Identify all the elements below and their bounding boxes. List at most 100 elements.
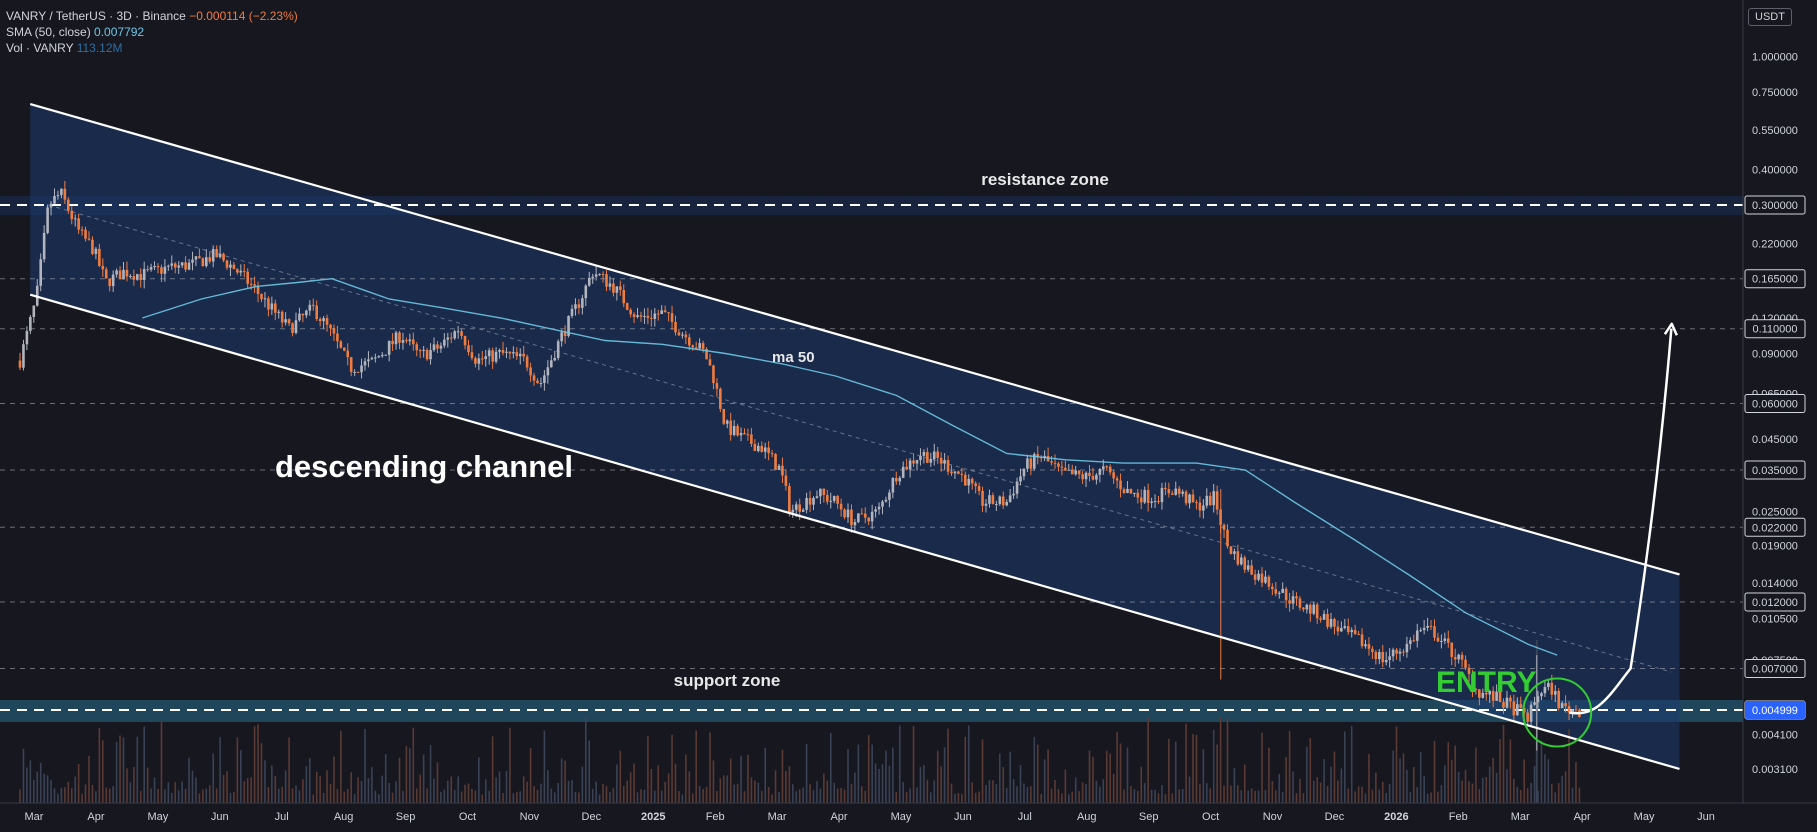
- candle: [705, 347, 708, 360]
- candle: [474, 356, 477, 368]
- level-price-badge: [1744, 195, 1806, 215]
- volume-bar: [126, 768, 128, 803]
- candle: [1198, 496, 1202, 518]
- time-tick-label: Feb: [706, 811, 725, 823]
- candle: [253, 276, 256, 293]
- candle: [32, 305, 36, 323]
- symbol-title[interactable]: VANRY / TetherUS · 3D · Binance: [6, 9, 186, 23]
- candle: [1012, 486, 1015, 499]
- candle: [556, 339, 560, 361]
- volume-bar: [1312, 780, 1315, 803]
- candle: [149, 263, 153, 272]
- candle: [1529, 701, 1533, 727]
- candle: [1119, 473, 1122, 498]
- volume-bar: [802, 787, 804, 803]
- candle: [1264, 570, 1267, 585]
- candle: [153, 261, 156, 271]
- candle: [291, 322, 294, 337]
- volume-bar: [1375, 772, 1377, 803]
- legend-sma-row[interactable]: SMA (50, close) 0.007792: [6, 24, 298, 40]
- candle: [305, 309, 308, 319]
- candle: [353, 369, 356, 377]
- candle: [436, 341, 439, 354]
- volume-bar: [1399, 758, 1401, 803]
- candle: [87, 231, 91, 241]
- volume-bar: [29, 760, 32, 803]
- volume-bar: [157, 788, 159, 803]
- volume-bar: [1354, 791, 1356, 803]
- candle: [1281, 582, 1284, 594]
- volume-bar: [405, 746, 408, 803]
- volume-bar: [578, 792, 580, 803]
- candle: [1360, 628, 1364, 649]
- volume-bar: [805, 743, 808, 803]
- volume-bar: [1261, 732, 1263, 803]
- legend-volume-row[interactable]: Vol · VANRY 113.12M: [6, 40, 298, 56]
- volume-bar: [319, 776, 321, 803]
- volume-bar: [781, 749, 784, 803]
- volume-bar: [636, 792, 639, 803]
- level-price-badge: [1744, 319, 1806, 339]
- candle: [1246, 560, 1250, 572]
- candle: [449, 332, 453, 344]
- candle: [729, 412, 732, 441]
- candle: [850, 504, 853, 533]
- candle: [491, 347, 494, 369]
- candle: [725, 419, 729, 429]
- volume-bar: [905, 792, 908, 803]
- candle: [1298, 595, 1302, 611]
- volume-bar: [353, 794, 356, 803]
- candle: [180, 262, 184, 269]
- volume-bar: [1344, 731, 1346, 803]
- volume-bar: [150, 788, 152, 803]
- price-axis[interactable]: 1.000000 0.750000 0.550000 0.400000 0.300000…: [1744, 52, 1806, 776]
- candle: [170, 255, 174, 270]
- volume-bar: [885, 750, 887, 803]
- candle: [456, 325, 460, 339]
- volume-bar: [1575, 762, 1577, 803]
- candle: [826, 489, 829, 505]
- volume-bar: [129, 782, 132, 803]
- volume-bar: [1237, 785, 1239, 803]
- volume-bar: [309, 758, 311, 803]
- volume-bar: [719, 778, 722, 803]
- volume-bar: [1250, 788, 1253, 803]
- volume-bar: [712, 760, 715, 803]
- candle: [539, 377, 543, 388]
- candle: [260, 293, 263, 303]
- volume-bar: [253, 726, 256, 803]
- volume-bar: [391, 792, 394, 803]
- volume-bar: [1554, 792, 1557, 803]
- volume-bar: [177, 790, 180, 803]
- volume-bar: [1564, 771, 1567, 803]
- candle: [1195, 499, 1198, 510]
- candle: [1008, 488, 1012, 503]
- volume-bar: [536, 789, 539, 803]
- chart-legend: VANRY / TetherUS · 3D · Binance −0.00011…: [6, 8, 298, 56]
- volume-bar: [923, 765, 925, 803]
- volume-bar: [729, 758, 732, 803]
- volume-bar: [1119, 743, 1122, 803]
- volume-bar: [1002, 767, 1005, 803]
- candle: [1088, 464, 1091, 482]
- volume-bar: [450, 776, 453, 803]
- candle: [950, 465, 953, 476]
- volume-bar: [930, 792, 932, 803]
- volume-bar: [1537, 790, 1539, 803]
- candle: [208, 251, 212, 264]
- volume-bar: [560, 758, 563, 803]
- candle: [663, 305, 667, 313]
- horizontal-levels: [0, 278, 1743, 669]
- volume-bar: [716, 790, 718, 803]
- candle: [929, 452, 933, 467]
- volume-bar: [816, 781, 818, 803]
- candle: [1070, 464, 1074, 475]
- volume-bar: [1275, 790, 1277, 803]
- volume-bar: [1423, 776, 1425, 803]
- resistance-zone-label: resistance zone: [981, 170, 1109, 189]
- volume-bar: [502, 792, 504, 803]
- currency-selector[interactable]: USDT: [1748, 8, 1792, 26]
- time-axis[interactable]: Mar Apr May Jun Jul Aug Sep Oct Nov Dec 2025 Feb Mar…: [25, 811, 1715, 823]
- candle: [608, 276, 612, 291]
